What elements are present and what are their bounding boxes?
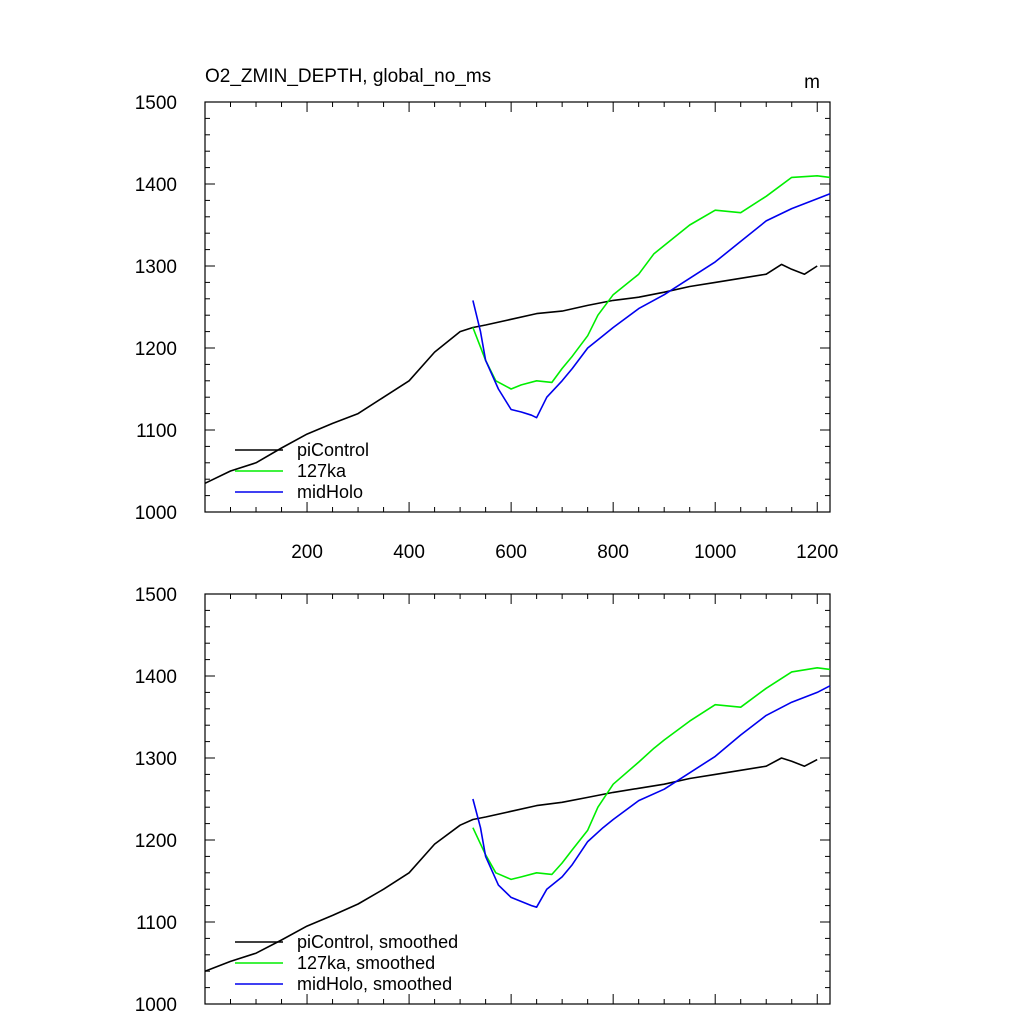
- series-line: [472, 685, 831, 908]
- series-line: [472, 193, 831, 419]
- x-tick-label: 600: [495, 542, 527, 563]
- legend-label: 127ka, smoothed: [297, 953, 435, 973]
- series-line: [204, 263, 818, 485]
- y-tick-label: 1100: [136, 913, 177, 934]
- series-line: [472, 667, 831, 881]
- y-tick-label: 1000: [135, 995, 177, 1016]
- series-line: [204, 757, 818, 972]
- units-label: m: [804, 72, 820, 93]
- x-tick-label: 400: [393, 542, 425, 563]
- chart-bottom-panel: 1000 1100 1200 1300 1400 1500 piControl, smoot…: [135, 585, 831, 1016]
- legend-label: piControl, smoothed: [297, 932, 458, 952]
- y-tick-label: 1000: [135, 503, 177, 524]
- chart-title: O2_ZMIN_DEPTH, global_no_ms: [205, 66, 491, 87]
- chart-top-panel: 1000 1100 1200 1300 1400 1500 200 400 600 800 1000…: [135, 66, 839, 563]
- y-tick-label: 1200: [135, 339, 177, 360]
- y-tick-label: 1500: [135, 585, 177, 606]
- y-tick-label: 1400: [135, 175, 177, 196]
- legend-label: midHolo: [297, 482, 363, 502]
- legend-label: piControl: [297, 440, 369, 460]
- x-tick-label: 200: [291, 542, 323, 563]
- x-tick-label: 1000: [694, 542, 736, 563]
- y-tick-label: 1400: [135, 667, 177, 688]
- plot-frame: [204, 593, 831, 1005]
- plot-frame: [204, 101, 831, 513]
- y-tick-label: 1500: [135, 93, 177, 114]
- y-tick-label: 1300: [135, 749, 177, 770]
- y-tick-label: 1100: [136, 421, 177, 442]
- legend-label: midHolo, smoothed: [297, 974, 452, 994]
- y-tick-label: 1300: [135, 257, 177, 278]
- legend-label: 127ka: [297, 461, 347, 481]
- series-line: [472, 175, 831, 390]
- x-tick-label: 1200: [796, 542, 838, 563]
- x-tick-label: 800: [597, 542, 629, 563]
- y-tick-label: 1200: [135, 831, 177, 852]
